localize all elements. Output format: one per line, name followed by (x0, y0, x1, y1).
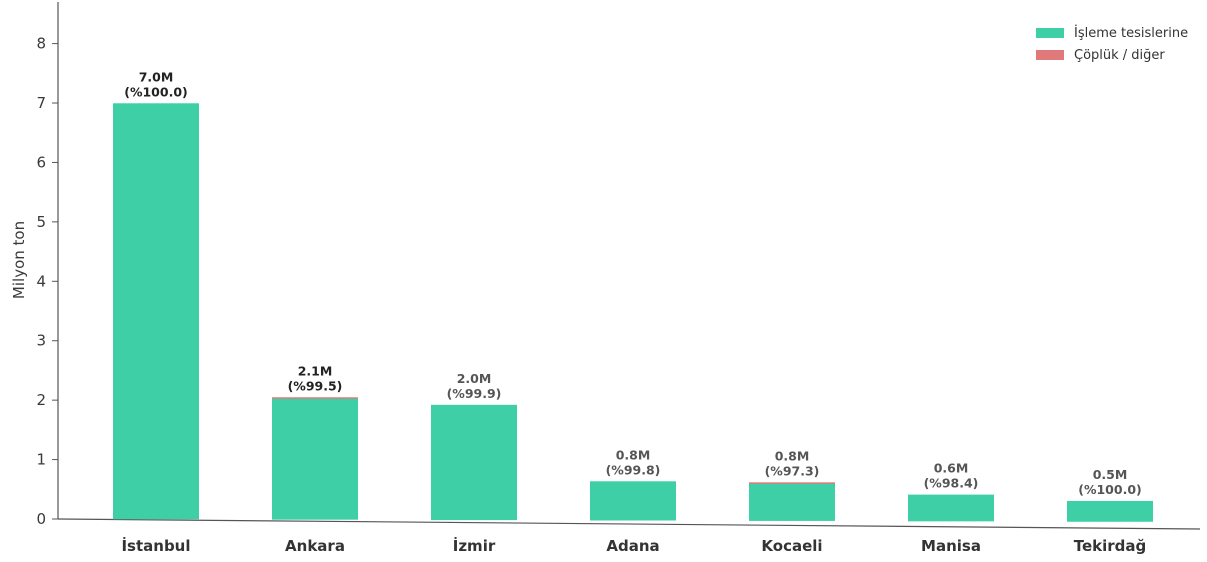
bar-processing-3 (590, 481, 676, 521)
y-ticks: 0 1 2 3 4 5 6 7 8 (36, 35, 58, 528)
bars (113, 103, 1153, 522)
y-axis-title: Milyon ton (10, 221, 28, 299)
x-tick-label: Ankara (285, 537, 345, 555)
bar-processing-1 (272, 397, 358, 520)
data-label-value: 2.0M (457, 371, 492, 386)
bar-processing-5 (908, 494, 994, 522)
data-label-value: 2.1M (298, 363, 333, 378)
data-label-value: 0.8M (775, 448, 810, 463)
legend-label-series-1: Çöplük / diğer (1074, 48, 1165, 63)
x-tick-label: Tekirdağ (1074, 537, 1147, 555)
data-labels: 7.0M(%100.0)2.1M(%99.5) 2.0M(%99.9)0.8M(%… (124, 69, 1142, 497)
bar-processing-6 (1067, 500, 1153, 522)
legend-swatch-series-1 (1036, 50, 1064, 60)
data-label-value: 0.8M (616, 447, 651, 462)
y-tick-label: 1 (36, 451, 46, 469)
y-tick-label: 7 (36, 94, 46, 112)
data-label-value: 7.0M (139, 69, 174, 84)
data-label-percent: (%100.0) (1078, 482, 1142, 497)
x-tick-label: Kocaeli (761, 537, 822, 555)
data-label-value: 0.5M (1093, 467, 1128, 482)
data-label-percent: (%99.5) (288, 378, 343, 393)
x-axis-line (57, 518, 1201, 530)
data-label-percent: (%97.3) (765, 463, 820, 478)
y-tick-label: 3 (36, 332, 46, 350)
y-tick-label: 6 (36, 153, 46, 171)
bar-landfill-4 (749, 482, 835, 484)
bar-processing-2 (431, 404, 517, 521)
y-tick-label: 0 (36, 510, 46, 528)
data-label-percent: (%99.8) (606, 462, 661, 477)
x-tick-label: İzmir (453, 536, 496, 555)
bar-processing-0 (113, 103, 199, 520)
x-tick-label: Manisa (921, 537, 981, 555)
bar-processing-4 (749, 483, 835, 521)
data-label-percent: (%100.0) (124, 84, 188, 99)
y-tick-label: 2 (36, 391, 46, 409)
axes (57, 2, 1201, 530)
data-label-percent: (%99.9) (447, 386, 502, 401)
legend-swatch-series-0 (1036, 28, 1064, 38)
y-tick-label: 5 (36, 213, 46, 231)
y-tick-label: 4 (36, 272, 46, 290)
legend-label-series-0: İşleme tesislerine (1074, 25, 1188, 41)
data-label-percent: (%98.4) (924, 476, 979, 491)
x-tick-label: Adana (606, 537, 659, 555)
y-tick-label: 8 (36, 35, 46, 53)
x-tick-label: İstanbul (121, 536, 190, 555)
data-label-value: 0.6M (934, 461, 969, 476)
bar-landfill-1 (272, 397, 358, 399)
x-tick-labels: İstanbul Ankara İzmir Adana Kocaeli Manisa Tek… (121, 536, 1146, 555)
legend: İşleme tesislerine Çöplük / diğer (1036, 25, 1188, 63)
